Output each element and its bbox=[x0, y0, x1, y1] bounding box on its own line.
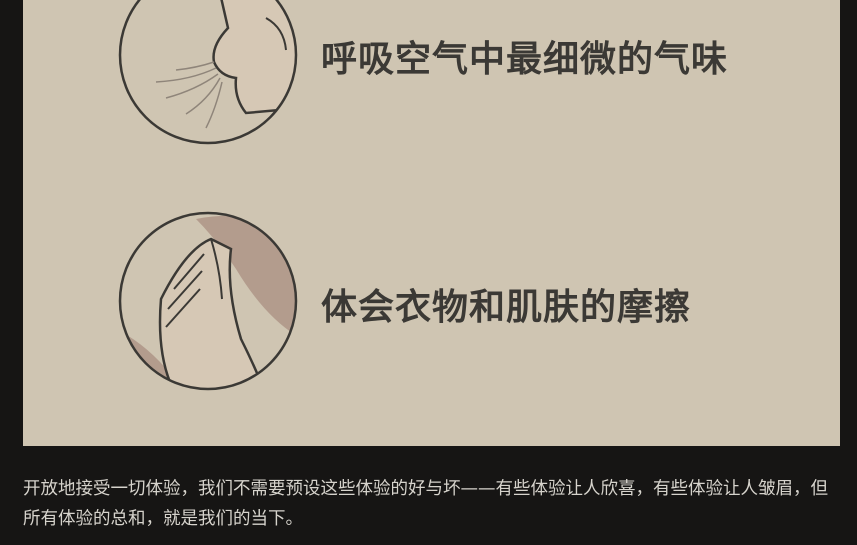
caption-text: 开放地接受一切体验，我们不需要预设这些体验的好与坏——有些体验让人欣喜，有些体验… bbox=[23, 479, 828, 529]
hand-on-skin-icon bbox=[118, 211, 298, 391]
nose-breathing-icon bbox=[118, 0, 298, 145]
touch-label: 体会衣物和肌肤的摩擦 bbox=[321, 287, 692, 328]
illustration-panel: 呼吸空气中最细微的气味 体会衣物和肌肤的摩擦 bbox=[23, 0, 840, 446]
breathing-label: 呼吸空气中最细微的气味 bbox=[321, 39, 729, 80]
